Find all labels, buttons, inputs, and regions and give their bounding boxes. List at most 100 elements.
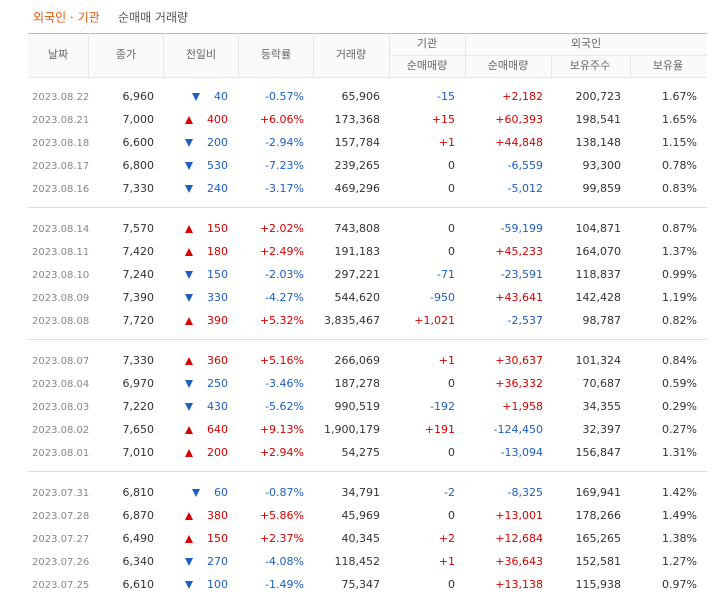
- foreign-net-cell: -59,199: [501, 222, 543, 235]
- inst-net-cell: 0: [448, 245, 455, 258]
- inst-net-cell: 0: [448, 182, 455, 195]
- close-cell: 7,420: [123, 245, 155, 258]
- volume-cell: 544,620: [335, 291, 381, 304]
- close-cell: 7,650: [123, 423, 155, 436]
- date-cell: 2023.07.25: [32, 580, 89, 591]
- volume-cell: 187,278: [335, 377, 381, 390]
- inst-net-cell: 0: [448, 159, 455, 172]
- inst-net-cell: +15: [432, 113, 455, 126]
- date-cell: 2023.08.16: [32, 184, 89, 195]
- change-cell: 400: [207, 113, 228, 126]
- ratio-cell: 0.59%: [662, 377, 697, 390]
- holdings-cell: 164,070: [576, 245, 622, 258]
- arrow-down: [185, 558, 193, 566]
- holdings-cell: 70,687: [583, 377, 622, 390]
- foreign-net-cell: +13,001: [495, 509, 543, 522]
- rate-cell: -7.23%: [265, 159, 304, 172]
- ratio-cell: 0.78%: [662, 159, 697, 172]
- foreign-net-cell: -5,012: [508, 182, 543, 195]
- holdings-cell: 101,324: [576, 354, 622, 367]
- holdings-cell: 93,300: [583, 159, 622, 172]
- holdings-cell: 178,266: [576, 509, 622, 522]
- volume-cell: 65,906: [342, 90, 381, 103]
- arrow-down: [192, 93, 200, 101]
- date-cell: 2023.08.07: [32, 356, 89, 367]
- inst-net-cell: -192: [430, 400, 455, 413]
- volume-cell: 75,347: [342, 578, 381, 591]
- foreign-net-cell: -23,591: [501, 268, 543, 281]
- close-cell: 7,000: [123, 113, 155, 126]
- ratio-cell: 1.31%: [662, 446, 697, 459]
- inst-net-cell: -2: [444, 486, 455, 499]
- rate-cell: -2.94%: [265, 136, 304, 149]
- inst-net-cell: -15: [437, 90, 455, 103]
- date-cell: 2023.07.27: [32, 534, 89, 545]
- volume-cell: 34,791: [342, 486, 381, 499]
- foreign-net-cell: -2,537: [508, 314, 543, 327]
- arrow-down: [185, 139, 193, 147]
- close-cell: 7,330: [123, 354, 155, 367]
- volume-cell: 118,452: [335, 555, 381, 568]
- ratio-cell: 1.27%: [662, 555, 697, 568]
- date-cell: 2023.08.14: [32, 224, 89, 235]
- volume-cell: 297,221: [335, 268, 381, 281]
- ratio-cell: 1.65%: [662, 113, 697, 126]
- rate-cell: -0.57%: [265, 90, 304, 103]
- arrow-up: [185, 225, 193, 233]
- change-cell: 530: [207, 159, 228, 172]
- rate-cell: -2.03%: [265, 268, 304, 281]
- holdings-cell: 138,148: [576, 136, 622, 149]
- ratio-cell: 0.99%: [662, 268, 697, 281]
- date-cell: 2023.08.10: [32, 270, 89, 281]
- header-date: 날짜: [48, 48, 68, 61]
- holdings-cell: 200,723: [576, 90, 622, 103]
- rate-cell: +5.86%: [260, 509, 304, 522]
- holdings-cell: 32,397: [583, 423, 622, 436]
- close-cell: 6,600: [123, 136, 155, 149]
- rate-cell: +2.37%: [260, 532, 304, 545]
- arrow-down: [185, 185, 193, 193]
- foreign-net-cell: +36,332: [495, 377, 543, 390]
- arrow-up: [185, 357, 193, 365]
- holdings-cell: 98,787: [583, 314, 622, 327]
- arrow-down: [185, 271, 193, 279]
- header-ratio: 보유율: [653, 59, 683, 72]
- close-cell: 6,970: [123, 377, 155, 390]
- holdings-cell: 34,355: [583, 400, 622, 413]
- header-close: 종가: [116, 48, 136, 61]
- volume-cell: 40,345: [342, 532, 381, 545]
- change-cell: 200: [207, 446, 228, 459]
- rate-cell: +9.13%: [260, 423, 304, 436]
- ratio-cell: 0.82%: [662, 314, 697, 327]
- change-cell: 430: [207, 400, 228, 413]
- inst-net-cell: 0: [448, 578, 455, 591]
- holdings-cell: 165,265: [576, 532, 622, 545]
- date-cell: 2023.08.11: [32, 247, 89, 258]
- inst-net-cell: 0: [448, 377, 455, 390]
- rate-cell: -3.17%: [265, 182, 304, 195]
- volume-cell: 239,265: [335, 159, 381, 172]
- close-cell: 7,220: [123, 400, 155, 413]
- date-cell: 2023.08.17: [32, 161, 89, 172]
- foreign-net-cell: +30,637: [495, 354, 543, 367]
- change-cell: 380: [207, 509, 228, 522]
- foreign-net-cell: -8,325: [508, 486, 543, 499]
- header-change: 전일비: [186, 47, 216, 61]
- rate-cell: -0.87%: [265, 486, 304, 499]
- header-column-lines: [88, 33, 631, 77]
- volume-cell: 3,835,467: [324, 314, 380, 327]
- header-rate: 등락률: [261, 48, 291, 61]
- ratio-cell: 1.19%: [662, 291, 697, 304]
- foreign-net-cell: +45,233: [495, 245, 543, 258]
- change-cell: 270: [207, 555, 228, 568]
- arrow-down: [185, 581, 193, 589]
- close-cell: 6,340: [123, 555, 155, 568]
- change-cell: 40: [214, 90, 228, 103]
- change-cell: 150: [207, 532, 228, 545]
- rate-cell: +2.49%: [260, 245, 304, 258]
- foreign-net-cell: +1,958: [502, 400, 543, 413]
- volume-cell: 173,368: [335, 113, 381, 126]
- date-cell: 2023.08.22: [32, 92, 89, 103]
- arrow-down: [192, 489, 200, 497]
